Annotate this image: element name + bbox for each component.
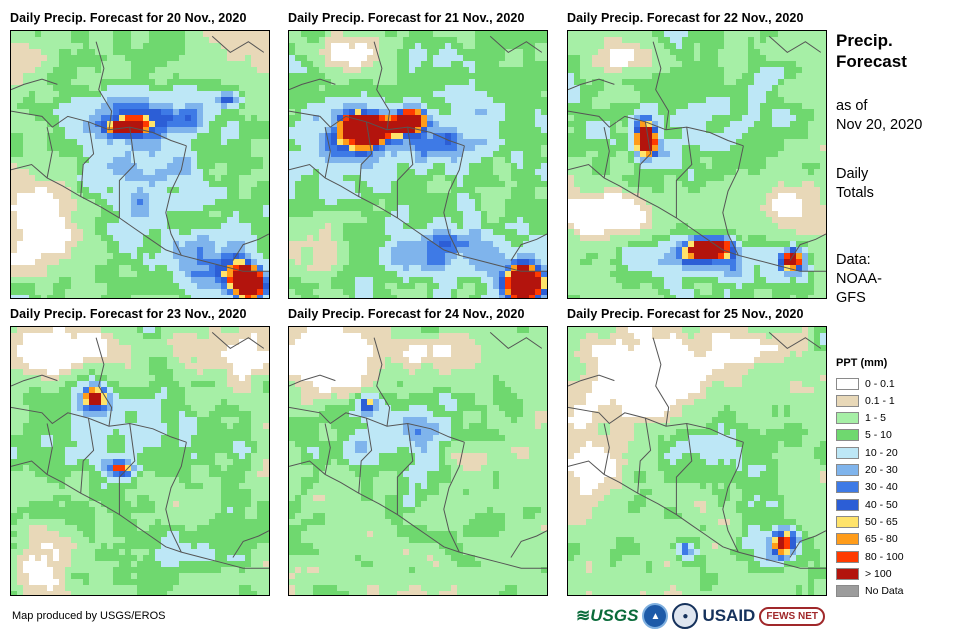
map-panel-24-nov [288, 326, 548, 596]
legend-swatch [836, 464, 859, 476]
legend-item: 0 - 0.1 [836, 375, 895, 392]
map-panel-21-nov [288, 30, 548, 299]
usaid-logo: USAID [702, 606, 756, 625]
usgs-logo: ≋USGS [576, 606, 638, 626]
legend-item: > 100 [836, 565, 892, 582]
map-panel-25-nov [567, 326, 827, 596]
sidebar-data-line1: Data: [836, 252, 871, 268]
legend-swatch [836, 567, 859, 580]
sidebar-title-line1: Precip. [836, 31, 893, 50]
legend-title: PPT (mm) [836, 357, 888, 369]
legend-swatch [836, 585, 859, 598]
legend-item: 5 - 10 [836, 427, 892, 444]
map-panel-20-nov [10, 30, 270, 299]
country-borders [289, 332, 547, 569]
legend-item: No Data [836, 583, 904, 600]
precip-raster [11, 31, 269, 298]
sidebar-title: Precip. Forecast [836, 30, 907, 72]
legend-item: 1 - 5 [836, 410, 886, 427]
legend-item: 50 - 65 [836, 513, 898, 530]
partner-logos: ≋USGS ▲ ● USAID FEWS NET [576, 601, 826, 631]
legend-swatch [836, 498, 859, 511]
sidebar-daily-line1: Daily [836, 166, 869, 182]
legend-label: 20 - 30 [865, 464, 898, 476]
sidebar-data-line2: NOAA- [836, 271, 882, 287]
noaa-logo-icon: ▲ [642, 603, 669, 629]
panel-title-22-nov: Daily Precip. Forecast for 22 Nov., 2020 [567, 11, 804, 25]
panel-title-20-nov: Daily Precip. Forecast for 20 Nov., 2020 [10, 11, 247, 25]
legend-swatch [836, 429, 859, 442]
map-panel-23-nov [10, 326, 270, 596]
panel-title-25-nov: Daily Precip. Forecast for 25 Nov., 2020 [567, 307, 804, 321]
country-borders [289, 35, 547, 272]
legend-label: > 100 [865, 567, 892, 580]
precip-raster [568, 31, 826, 298]
legend-swatch [836, 377, 859, 390]
sidebar-asof-line1: as of [836, 98, 868, 114]
usaid-seal-icon: ● [672, 603, 699, 629]
legend-swatch [836, 446, 859, 459]
usgs-logo-text: USGS [590, 606, 639, 625]
legend-item: 0.1 - 1 [836, 392, 895, 409]
fews-net-logo: FEWS NET [759, 606, 826, 626]
legend-swatch [836, 533, 859, 546]
legend-label: 65 - 80 [865, 533, 898, 546]
legend-label: 40 - 50 [865, 498, 898, 511]
legend-label: 30 - 40 [865, 481, 898, 494]
precip-raster [289, 31, 547, 298]
legend-swatch [836, 515, 859, 528]
map-panel-22-nov [567, 30, 827, 299]
sidebar-daily: Daily Totals [836, 165, 874, 203]
country-borders [11, 35, 269, 272]
legend-swatch [836, 394, 859, 407]
legend-label: 1 - 5 [865, 412, 887, 425]
legend-label: No Data [865, 585, 904, 598]
sidebar-title-line2: Forecast [836, 52, 907, 71]
legend-label: 5 - 10 [865, 429, 892, 442]
legend-item: 40 - 50 [836, 496, 898, 513]
sidebar-asof-line2: Nov 20, 2020 [836, 117, 923, 133]
country-borders [568, 332, 826, 569]
sidebar-asof: as of Nov 20, 2020 [836, 97, 922, 135]
legend-swatch [836, 550, 859, 563]
legend-swatch [836, 412, 859, 425]
legend-label: 0 - 0.1 [865, 377, 895, 390]
sidebar-data-source: Data: NOAA- GFS [836, 251, 882, 308]
sidebar-daily-line2: Totals [836, 185, 874, 201]
panel-title-21-nov: Daily Precip. Forecast for 21 Nov., 2020 [288, 11, 525, 25]
map-credit: Map produced by USGS/EROS [12, 610, 166, 622]
precip-raster [11, 327, 269, 595]
legend-label: 10 - 20 [865, 446, 898, 459]
legend-item: 30 - 40 [836, 479, 898, 496]
noaa-bird-icon: ▲ [650, 610, 661, 622]
legend-label: 50 - 65 [865, 515, 898, 528]
country-borders [11, 332, 269, 569]
panel-title-23-nov: Daily Precip. Forecast for 23 Nov., 2020 [10, 307, 247, 321]
legend-label: 0.1 - 1 [865, 394, 895, 407]
legend-item: 65 - 80 [836, 531, 898, 548]
legend-item: 10 - 20 [836, 444, 898, 461]
sidebar-data-line3: GFS [836, 290, 866, 306]
panel-title-24-nov: Daily Precip. Forecast for 24 Nov., 2020 [288, 307, 525, 321]
legend-item: 80 - 100 [836, 548, 904, 565]
precip-raster [289, 327, 547, 595]
legend-item: 20 - 30 [836, 462, 898, 479]
legend-swatch [836, 481, 859, 494]
usaid-handshake-icon: ● [682, 610, 689, 622]
legend-label: 80 - 100 [865, 550, 904, 563]
precip-raster [568, 327, 826, 595]
country-borders [568, 35, 826, 272]
usgs-wave-icon: ≋ [576, 606, 591, 625]
